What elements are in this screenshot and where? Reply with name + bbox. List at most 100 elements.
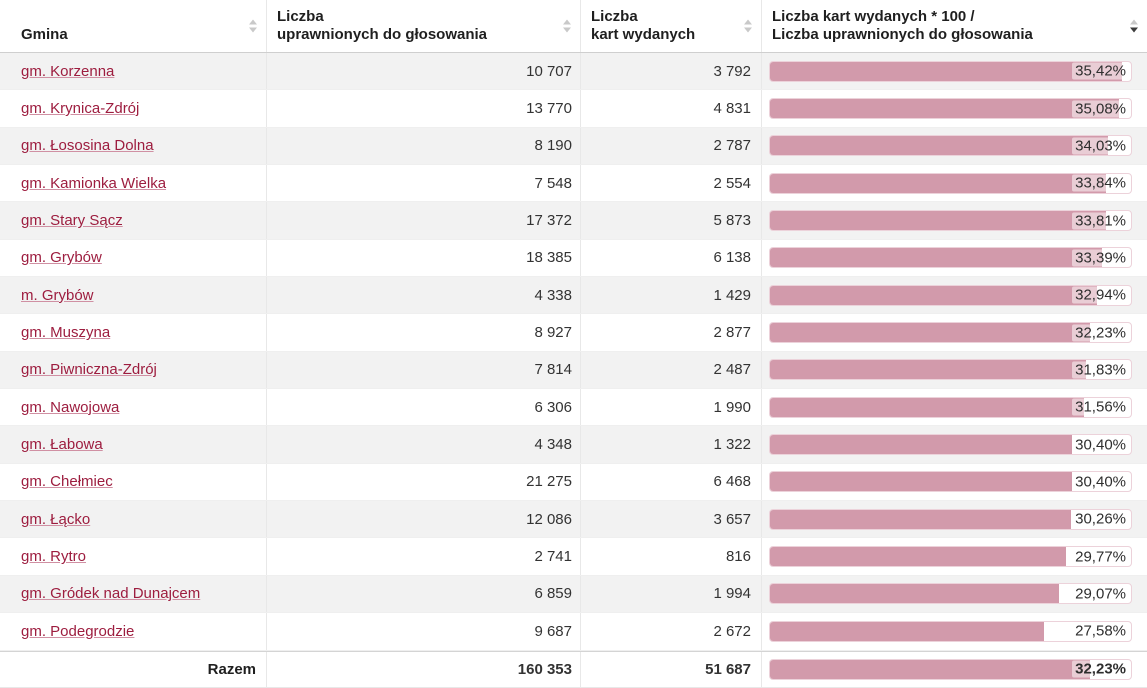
- gmina-cell: gm. Rytro: [0, 538, 267, 575]
- turnout-cell: 27,58%: [762, 613, 1147, 649]
- gmina-cell: gm. Chełmiec: [0, 463, 267, 501]
- gmina-link[interactable]: m. Grybów: [21, 286, 94, 304]
- table-footer-row: Razem 160 353 51 687 32,23%: [0, 650, 1147, 688]
- turnout-cell: 29,77%: [762, 538, 1147, 574]
- eligible-cell: 10 707: [267, 53, 581, 90]
- turnout-value: 34,03%: [1072, 137, 1129, 155]
- turnout-bar-track: 35,42%: [769, 60, 1132, 82]
- gmina-link[interactable]: gm. Gródek nad Dunajcem: [21, 585, 201, 603]
- turnout-bar-track: 32,94%: [769, 284, 1132, 306]
- table-row: m. Grybów 4 338 1 429 32,94%: [0, 277, 1147, 315]
- gmina-link[interactable]: gm. Rytro: [21, 548, 87, 566]
- turnout-bar-fill: [770, 248, 1102, 268]
- gmina-link[interactable]: gm. Łososina Dolna: [21, 137, 154, 155]
- eligible-cell: 9 687: [267, 613, 581, 650]
- eligible-cell: 8 190: [267, 127, 581, 165]
- turnout-value: 30,40%: [1072, 473, 1129, 491]
- gmina-link[interactable]: gm. Podegrodzie: [21, 622, 135, 640]
- turnout-cell: 33,84%: [762, 165, 1147, 201]
- turnout-bar-fill: [770, 547, 1066, 567]
- gmina-link[interactable]: gm. Łabowa: [21, 436, 103, 454]
- gmina-cell: gm. Krynica-Zdrój: [0, 90, 267, 127]
- turnout-bar-fill: [770, 99, 1119, 119]
- turnout-bar-track: 33,81%: [769, 210, 1132, 232]
- gmina-link[interactable]: gm. Piwniczna-Zdrój: [21, 361, 157, 379]
- turnout-cell: 30,26%: [762, 501, 1147, 537]
- turnout-value: 31,83%: [1072, 361, 1129, 379]
- total-label: Razem: [0, 651, 267, 687]
- turnout-bar-track: 27,58%: [769, 620, 1132, 642]
- sort-down-icon: [563, 27, 571, 33]
- gmina-link[interactable]: gm. Muszyna: [21, 324, 111, 342]
- gmina-link[interactable]: gm. Nawojowa: [21, 398, 120, 416]
- gmina-link[interactable]: gm. Grybów: [21, 249, 102, 267]
- sort-up-icon: [563, 19, 571, 25]
- turnout-bar-fill: [770, 173, 1107, 193]
- eligible-cell: 21 275: [267, 463, 581, 501]
- turnout-bar-track: 30,26%: [769, 508, 1132, 530]
- eligible-cell: 4 348: [267, 426, 581, 463]
- eligible-cell: 8 927: [267, 314, 581, 351]
- eligible-cell: 13 770: [267, 90, 581, 127]
- issued-cell: 1 322: [581, 426, 762, 463]
- turnout-bar-fill: [770, 621, 1045, 641]
- turnout-value: 35,08%: [1072, 100, 1129, 118]
- table-row: gm. Podegrodzie 9 687 2 672 27,58%: [0, 613, 1147, 651]
- eligible-cell: 7 548: [267, 165, 581, 202]
- sort-down-icon: [249, 27, 257, 33]
- gmina-link[interactable]: gm. Krynica-Zdrój: [21, 100, 140, 118]
- total-turnout-bar-track: 32,23%: [769, 658, 1132, 680]
- issued-cell: 1 429: [581, 277, 762, 314]
- total-turnout-cell: 32,23%: [762, 652, 1147, 687]
- eligible-cell: 2 741: [267, 538, 581, 575]
- column-header-gmina[interactable]: Gmina: [0, 0, 267, 52]
- gmina-cell: gm. Gródek nad Dunajcem: [0, 575, 267, 613]
- table-header: Gmina Liczba uprawnionych do głosowania …: [0, 0, 1147, 53]
- gmina-link[interactable]: gm. Korzenna: [21, 62, 115, 80]
- turnout-bar-fill: [770, 136, 1109, 156]
- table-row: gm. Chełmiec 21 275 6 468 30,40%: [0, 463, 1147, 502]
- column-header-gmina-label: Gmina: [21, 26, 68, 44]
- turnout-bar-fill: [770, 435, 1073, 455]
- gmina-link[interactable]: gm. Łącko: [21, 510, 91, 528]
- sort-icon[interactable]: [1130, 19, 1138, 33]
- gmina-link[interactable]: gm. Chełmiec: [21, 473, 113, 491]
- table-row: gm. Stary Sącz 17 372 5 873 33,81%: [0, 202, 1147, 240]
- turnout-value: 33,39%: [1072, 249, 1129, 267]
- issued-cell: 2 787: [581, 127, 762, 165]
- turnout-cell: 33,81%: [762, 202, 1147, 238]
- table-row: gm. Łabowa 4 348 1 322 30,40%: [0, 426, 1147, 464]
- turnout-bar-track: 33,84%: [769, 172, 1132, 194]
- table-row: gm. Łososina Dolna 8 190 2 787 34,03%: [0, 127, 1147, 166]
- turnout-bar-track: 29,07%: [769, 583, 1132, 605]
- sort-icon[interactable]: [563, 19, 571, 33]
- turnout-bar-fill: [770, 61, 1122, 81]
- turnout-bar-fill: [770, 211, 1106, 231]
- column-header-eligible[interactable]: Liczba uprawnionych do głosowania: [267, 0, 581, 52]
- column-header-issued[interactable]: Liczba kart wydanych: [581, 0, 762, 52]
- turnout-value: 31,56%: [1072, 398, 1129, 416]
- eligible-cell: 6 859: [267, 575, 581, 613]
- column-header-turnout[interactable]: Liczba kart wydanych * 100 / Liczba upra…: [762, 0, 1147, 52]
- eligible-cell: 17 372: [267, 202, 581, 239]
- turnout-value: 32,23%: [1072, 324, 1129, 342]
- sort-down-icon: [1130, 27, 1138, 33]
- table-row: gm. Korzenna 10 707 3 792 35,42%: [0, 53, 1147, 91]
- turnout-cell: 31,83%: [762, 352, 1147, 388]
- turnout-value: 29,77%: [1072, 548, 1129, 566]
- table-row: gm. Piwniczna-Zdrój 7 814 2 487 31,83%: [0, 351, 1147, 390]
- turnout-value: 32,94%: [1072, 286, 1129, 304]
- turnout-bar-track: 33,39%: [769, 247, 1132, 269]
- eligible-cell: 18 385: [267, 239, 581, 277]
- issued-cell: 1 994: [581, 575, 762, 613]
- gmina-link[interactable]: gm. Kamionka Wielka: [21, 174, 167, 192]
- turnout-bar-track: 32,23%: [769, 322, 1132, 344]
- issued-cell: 5 873: [581, 202, 762, 239]
- turnout-cell: 30,40%: [762, 426, 1147, 462]
- sort-icon[interactable]: [744, 19, 752, 33]
- sort-icon[interactable]: [249, 19, 257, 33]
- gmina-link[interactable]: gm. Stary Sącz: [21, 212, 123, 230]
- table-row: gm. Grybów 18 385 6 138 33,39%: [0, 239, 1147, 278]
- turnout-bar-fill: [770, 472, 1073, 492]
- issued-cell: 4 831: [581, 90, 762, 127]
